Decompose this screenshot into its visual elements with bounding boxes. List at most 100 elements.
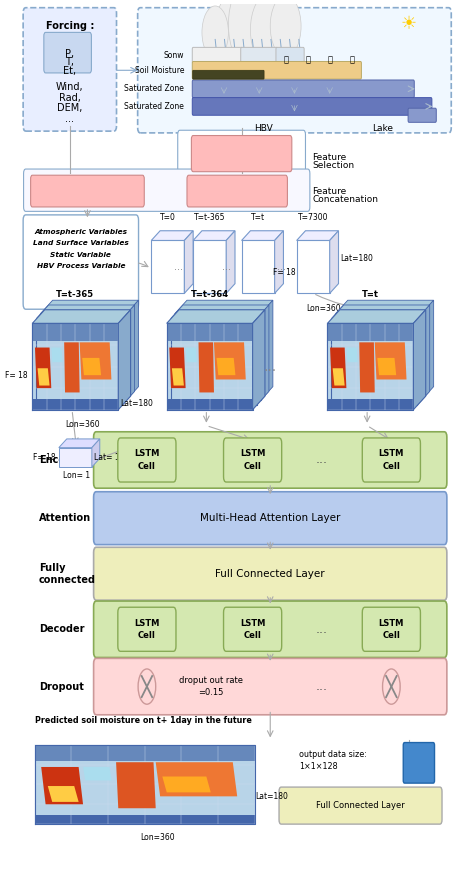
Polygon shape	[55, 343, 67, 358]
FancyBboxPatch shape	[94, 601, 447, 658]
Text: T,: T,	[65, 57, 74, 68]
Polygon shape	[59, 448, 92, 467]
Polygon shape	[32, 310, 130, 323]
Polygon shape	[328, 323, 413, 409]
Polygon shape	[48, 786, 79, 802]
Polygon shape	[41, 390, 126, 400]
Polygon shape	[68, 337, 83, 388]
Text: Fully
connected: Fully connected	[39, 562, 96, 585]
Polygon shape	[193, 338, 205, 352]
Polygon shape	[83, 337, 116, 375]
Polygon shape	[334, 343, 350, 384]
Polygon shape	[379, 337, 411, 375]
Text: Multi-Head Attention Layer: Multi-Head Attention Layer	[200, 514, 341, 523]
Polygon shape	[185, 231, 193, 294]
Polygon shape	[34, 745, 255, 761]
FancyBboxPatch shape	[241, 47, 278, 63]
Text: Attention: Attention	[39, 514, 91, 523]
Polygon shape	[328, 400, 413, 409]
Text: Lon=360: Lon=360	[307, 303, 341, 313]
Polygon shape	[241, 231, 283, 240]
Text: =0.15: =0.15	[198, 688, 224, 697]
Polygon shape	[171, 319, 257, 336]
Polygon shape	[175, 300, 273, 314]
Polygon shape	[167, 400, 253, 409]
Polygon shape	[126, 300, 138, 400]
Polygon shape	[336, 314, 421, 331]
Circle shape	[215, 0, 250, 65]
Polygon shape	[385, 348, 404, 366]
Text: LSTM: LSTM	[240, 619, 265, 627]
Text: Rad,: Rad,	[59, 93, 81, 102]
Text: F= 18: F= 18	[5, 370, 28, 380]
Text: ...: ...	[316, 680, 328, 693]
Text: Cell: Cell	[383, 462, 400, 471]
Text: T=t: T=t	[362, 290, 379, 299]
FancyBboxPatch shape	[94, 659, 447, 715]
Polygon shape	[331, 319, 418, 405]
Polygon shape	[36, 305, 135, 319]
Polygon shape	[190, 343, 201, 358]
Text: ☀: ☀	[401, 15, 417, 34]
Polygon shape	[32, 323, 118, 409]
Polygon shape	[363, 337, 379, 388]
Text: Cell: Cell	[383, 631, 400, 640]
Text: Land Surface Variables: Land Surface Variables	[33, 240, 129, 247]
Text: Forcing :: Forcing :	[46, 21, 94, 31]
Polygon shape	[36, 319, 122, 405]
FancyBboxPatch shape	[193, 70, 264, 79]
FancyBboxPatch shape	[94, 547, 447, 600]
Text: Saturated Zone: Saturated Zone	[124, 85, 185, 93]
Polygon shape	[336, 390, 421, 400]
Text: Sonw: Sonw	[164, 51, 185, 60]
Polygon shape	[350, 343, 362, 358]
Text: ...: ...	[316, 623, 328, 635]
FancyBboxPatch shape	[23, 214, 138, 309]
Text: droput out rate: droput out rate	[179, 676, 243, 685]
FancyBboxPatch shape	[44, 32, 91, 73]
Text: 🌿: 🌿	[327, 55, 332, 64]
Polygon shape	[36, 394, 122, 405]
Polygon shape	[341, 359, 353, 376]
Polygon shape	[260, 300, 273, 400]
Polygon shape	[32, 323, 118, 341]
Text: Atmospheric Variables: Atmospheric Variables	[34, 229, 127, 235]
Polygon shape	[59, 338, 70, 352]
Polygon shape	[206, 333, 222, 383]
Polygon shape	[162, 776, 211, 792]
Text: Wind,: Wind,	[56, 82, 83, 92]
Polygon shape	[330, 231, 338, 294]
Polygon shape	[418, 305, 430, 405]
Polygon shape	[257, 305, 269, 405]
FancyBboxPatch shape	[192, 61, 362, 79]
Text: T=t-365: T=t-365	[56, 290, 95, 299]
Text: 🌿: 🌿	[349, 55, 354, 64]
Polygon shape	[241, 240, 274, 294]
Text: HBV Process Variable: HBV Process Variable	[37, 263, 125, 269]
Polygon shape	[336, 314, 421, 400]
Text: Saturated Zone: Saturated Zone	[124, 102, 185, 111]
Polygon shape	[367, 333, 383, 383]
Polygon shape	[167, 323, 253, 341]
Polygon shape	[86, 353, 105, 370]
Polygon shape	[214, 343, 246, 379]
Polygon shape	[328, 323, 413, 341]
Text: LSTM: LSTM	[134, 449, 159, 458]
Text: Cell: Cell	[244, 462, 261, 471]
Polygon shape	[32, 400, 118, 409]
Text: T=t-365: T=t-365	[194, 213, 226, 222]
Polygon shape	[175, 390, 260, 400]
Text: T=7300: T=7300	[298, 213, 329, 222]
Polygon shape	[43, 338, 59, 378]
Polygon shape	[331, 305, 430, 319]
Polygon shape	[171, 305, 269, 319]
Polygon shape	[177, 338, 193, 378]
Polygon shape	[274, 231, 283, 294]
FancyBboxPatch shape	[118, 438, 176, 482]
Text: Lon=360: Lon=360	[141, 833, 175, 842]
Polygon shape	[173, 343, 190, 384]
Polygon shape	[51, 347, 62, 362]
Text: LSTM: LSTM	[240, 449, 265, 458]
Text: Lat=180: Lat=180	[255, 792, 288, 801]
Text: T=t: T=t	[251, 213, 265, 222]
